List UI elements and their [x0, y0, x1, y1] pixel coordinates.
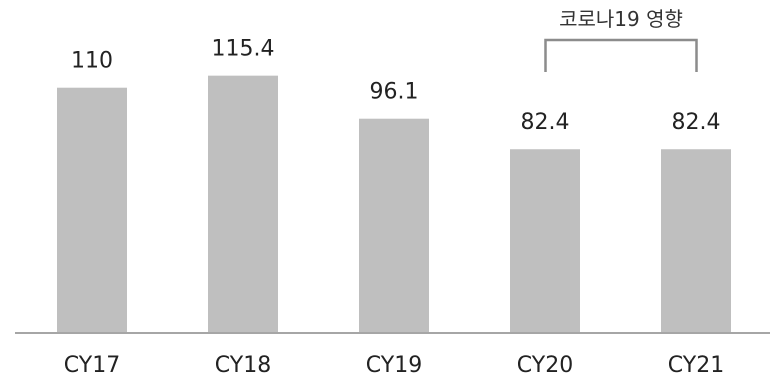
value-label-cy20: 82.4 — [521, 110, 570, 135]
x-tick-labels-group: CY17 CY18 CY19 CY20 CY21 — [64, 353, 724, 374]
bar-cy19 — [359, 118, 429, 334]
bar-cy17 — [57, 87, 127, 333]
value-label-cy19: 96.1 — [370, 80, 419, 105]
bar-cy20 — [510, 149, 580, 333]
value-labels-group: 110 115.4 96.1 82.4 82.4 — [71, 37, 720, 136]
bar-cy21 — [661, 149, 731, 333]
annotation-group: 코로나19 영향 — [544, 7, 698, 72]
x-tick-label-cy17: CY17 — [64, 353, 120, 374]
annotation-label: 코로나19 영향 — [559, 7, 683, 31]
x-tick-label-cy21: CY21 — [668, 353, 724, 374]
value-label-cy17: 110 — [71, 49, 113, 74]
value-label-cy21: 82.4 — [672, 110, 721, 135]
x-tick-label-cy19: CY19 — [366, 353, 422, 374]
value-label-cy18: 115.4 — [212, 37, 275, 62]
x-tick-label-cy20: CY20 — [517, 353, 573, 374]
x-tick-label-cy18: CY18 — [215, 353, 271, 374]
bars-group — [57, 75, 731, 334]
bar-cy18 — [208, 75, 278, 334]
annotation-bracket — [544, 38, 698, 72]
